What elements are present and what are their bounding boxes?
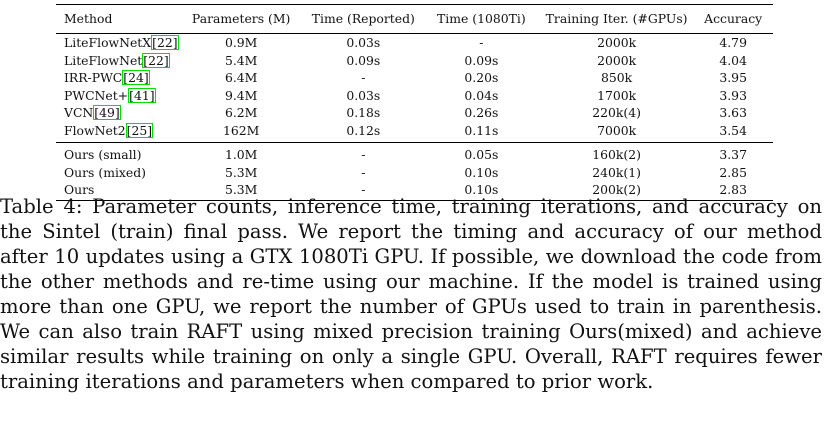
table-cell: -	[361, 70, 366, 85]
caption-text: Parameter counts, inference time, traini…	[0, 195, 823, 393]
method-cell: LiteFlowNet[22]	[56, 52, 179, 70]
method-name: Ours	[64, 182, 95, 197]
table-row: PWCNet+[41] 9.4M 0.03s 0.04s 1700k 3.93	[56, 87, 773, 105]
table-row: FlowNet2[25] 162M 0.12s 0.11s 7000k 3.54	[56, 122, 773, 143]
table-cell: 0.09s	[346, 52, 381, 68]
table-row: IRR-PWC[24] 6.4M - 0.20s 850k 3.95	[56, 69, 773, 87]
method-name: IRR-PWC	[64, 70, 123, 85]
method-cell: Ours (small)	[56, 142, 179, 164]
method-cell: IRR-PWC[24]	[56, 69, 179, 87]
table-cell: 9.4M	[224, 87, 258, 103]
table-cell: 3.54	[719, 122, 747, 138]
method-cell: LiteFlowNetX[22]	[56, 34, 179, 52]
method-name: Ours (small)	[64, 147, 142, 162]
table-cell: 240k(1)	[592, 164, 641, 180]
table-cell: -	[361, 164, 366, 180]
method-name: VCN	[64, 105, 94, 120]
method-cell: Ours (mixed)	[56, 164, 179, 182]
table-cell: 3.63	[719, 105, 747, 120]
table-cell: -	[479, 35, 484, 50]
our-methods-group: Ours (small) 1.0M -0.05s 160k(2) 3.37 Ours (m…	[56, 142, 773, 201]
table-row: Ours 5.3M -0.10s 200k(2) 2.83	[56, 181, 773, 201]
table-cell: 0.05s	[422, 142, 540, 164]
table-cell: 5.4M	[224, 52, 258, 68]
caption-label: Table 4:	[0, 195, 83, 218]
results-table-container: Method Parameters (M) Time (Reported) Ti…	[56, 4, 773, 201]
citation-bracket[interactable]: [22]	[142, 52, 170, 68]
table-cell: 0.10s	[422, 181, 540, 201]
method-name: Ours (mixed)	[64, 164, 146, 180]
table-row: VCN[49] 6.2M 0.18s 0.26s 220k(4) 3.63	[56, 104, 773, 122]
table-cell: -	[303, 181, 423, 201]
table-cell: 850k	[601, 70, 633, 85]
column-header: Time (Reported)	[303, 4, 423, 34]
table-cell: 6.4M	[224, 70, 258, 85]
table-cell: 4.04	[719, 52, 747, 68]
method-cell: FlowNet2[25]	[56, 122, 179, 143]
table-cell: 6.2M	[224, 105, 258, 120]
table-cell: 0.18s	[346, 105, 381, 120]
citation-number[interactable]: 22	[156, 35, 173, 50]
table-cell: 2.85	[719, 164, 747, 180]
citation-bracket[interactable]: [25]	[125, 122, 154, 138]
table-cell: 0.03s	[346, 35, 381, 50]
table-cell: 0.11s	[464, 122, 499, 138]
table-cell: 200k(2)	[539, 181, 694, 201]
method-name: LiteFlowNet	[64, 52, 143, 68]
table-cell: 5.3M	[224, 164, 258, 180]
method-cell: VCN[49]	[56, 104, 179, 122]
table-cell: 2.83	[693, 181, 773, 201]
citation-number[interactable]: 24	[128, 70, 144, 85]
citation-number[interactable]: 41	[133, 87, 150, 103]
method-cell: PWCNet+[41]	[56, 87, 179, 105]
table-cell: 0.26s	[464, 105, 499, 120]
table-cell: 3.93	[719, 87, 747, 103]
table-cell: 3.95	[719, 70, 747, 85]
table-cell: 5.3M	[178, 181, 304, 201]
table-cell: 0.03s	[346, 87, 381, 103]
column-header: Accuracy	[693, 4, 773, 34]
table-cell: 0.09s	[464, 52, 499, 68]
citation-bracket[interactable]: [41]	[128, 87, 156, 103]
table-cell: 2000k	[597, 52, 637, 68]
table-cell: 0.10s	[464, 164, 499, 180]
table-cell: 0.20s	[464, 70, 499, 85]
table-cell: 0.12s	[346, 122, 381, 138]
table-cell: -	[303, 142, 423, 164]
results-table: Method Parameters (M) Time (Reported) Ti…	[56, 4, 773, 201]
table-cell: 3.37	[693, 142, 773, 164]
method-name: LiteFlowNetX	[64, 35, 152, 50]
table-cell: 162M	[222, 122, 260, 138]
table-cell: 220k(4)	[592, 105, 641, 120]
table-cell: 2000k	[597, 35, 637, 50]
column-header: Time (1080Ti)	[422, 4, 540, 34]
table-cell: 160k(2)	[539, 142, 694, 164]
method-name: PWCNet+	[64, 87, 129, 103]
table-cell: 4.79	[719, 35, 747, 50]
table-cell: 1.0M	[178, 142, 304, 164]
citation-number[interactable]: 22	[148, 52, 164, 68]
column-header: Parameters (M)	[178, 4, 304, 34]
citation-bracket[interactable]: [49]	[93, 105, 121, 120]
table-cell: 0.9M	[224, 35, 258, 50]
citation-bracket[interactable]: [22]	[151, 35, 179, 50]
citation-bracket[interactable]: [24]	[122, 70, 150, 85]
prior-methods-group: LiteFlowNetX[22] 0.9M 0.03s -2000k 4.79 LiteF…	[56, 34, 773, 143]
table-cell: 0.04s	[464, 87, 499, 103]
citation-number[interactable]: 49	[99, 105, 115, 120]
table-cell: 7000k	[597, 122, 637, 138]
column-header: Method	[56, 4, 179, 34]
table-row: Ours (small) 1.0M -0.05s 160k(2) 3.37	[56, 142, 773, 164]
table-cell: 1700k	[597, 87, 637, 103]
table-row: LiteFlowNet[22] 5.4M 0.09s 0.09s 2000k 4.04	[56, 52, 773, 70]
citation-number[interactable]: 25	[131, 122, 148, 138]
table-caption: Table 4: Parameter counts, inference tim…	[0, 194, 822, 394]
method-cell: Ours	[56, 181, 179, 201]
table-header-row: Method Parameters (M) Time (Reported) Ti…	[56, 4, 773, 34]
method-name: FlowNet2	[64, 122, 126, 138]
table-row: Ours (mixed) 5.3M - 0.10s 240k(1) 2.85	[56, 164, 773, 182]
table-row: LiteFlowNetX[22] 0.9M 0.03s - 2000k 4.79	[56, 34, 773, 52]
column-header: Training Iter. (#GPUs)	[539, 4, 694, 34]
